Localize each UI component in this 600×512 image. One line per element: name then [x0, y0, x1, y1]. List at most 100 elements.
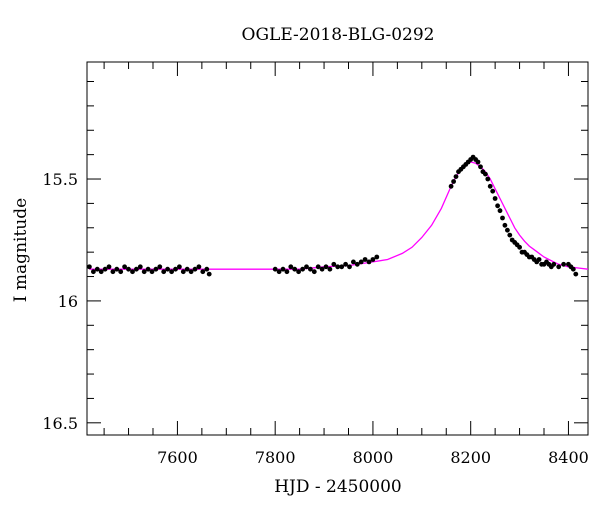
- data-point: [343, 261, 348, 267]
- data-point: [204, 266, 210, 272]
- data-point: [475, 159, 481, 165]
- data-point: [192, 266, 198, 272]
- data-point: [492, 196, 498, 201]
- data-point: [98, 269, 104, 275]
- data-point: [451, 179, 456, 184]
- data-point: [114, 266, 120, 272]
- data-point: [453, 174, 459, 180]
- data-point: [507, 232, 513, 238]
- data-point: [149, 269, 155, 275]
- data-point: [573, 271, 579, 277]
- data-point: [500, 215, 505, 221]
- data-point: [106, 264, 112, 270]
- data-point: [118, 269, 124, 275]
- data-point: [505, 227, 510, 233]
- data-point: [87, 264, 92, 270]
- data-point: [169, 269, 175, 275]
- data-point: [272, 266, 278, 272]
- data-point: [184, 266, 190, 272]
- data-point: [137, 264, 143, 270]
- data-point: [126, 266, 131, 272]
- y-tick-label: 15.5: [42, 170, 78, 189]
- data-point: [196, 264, 202, 270]
- data-point: [362, 257, 368, 262]
- x-tick-label: 7600: [157, 448, 198, 467]
- axis-ticks: [87, 62, 588, 435]
- data-point: [200, 269, 206, 275]
- data-point: [311, 269, 317, 275]
- data-point: [308, 266, 313, 272]
- data-point: [206, 271, 212, 277]
- data-point: [161, 269, 167, 275]
- data-point: [517, 244, 522, 250]
- data-point: [483, 171, 488, 177]
- data-point: [354, 261, 360, 267]
- data-point: [370, 257, 376, 262]
- data-point: [315, 264, 321, 270]
- data-point: [177, 264, 182, 270]
- x-tick-label: 8200: [450, 448, 491, 467]
- data-point: [485, 176, 491, 182]
- x-tick-label: 7800: [255, 448, 296, 467]
- data-point: [276, 269, 282, 275]
- data-point: [165, 266, 171, 272]
- data-point: [495, 203, 500, 209]
- data-point: [487, 183, 493, 189]
- data-point: [300, 266, 305, 272]
- data-point: [327, 266, 333, 272]
- x-tick-label: 8400: [548, 448, 589, 467]
- data-point: [91, 269, 96, 275]
- data-point: [157, 264, 163, 270]
- data-point: [351, 259, 356, 265]
- data-point: [502, 222, 508, 228]
- data-point: [551, 261, 557, 267]
- y-tick-label: 16.5: [42, 414, 78, 433]
- data-point: [490, 188, 496, 194]
- chart-title: OGLE-2018-BLG-0292: [242, 25, 435, 45]
- data-point: [304, 264, 309, 270]
- data-point: [374, 254, 380, 260]
- data-point: [366, 259, 372, 265]
- data-point: [331, 261, 337, 267]
- data-point: [94, 266, 100, 272]
- data-point: [134, 266, 139, 272]
- data-point: [339, 264, 345, 270]
- y-tick-label: 16: [58, 292, 78, 311]
- data-point: [180, 269, 186, 275]
- data-point: [319, 266, 325, 272]
- data-point: [173, 266, 178, 272]
- plot-frame: [86, 61, 589, 436]
- data-point: [292, 266, 298, 272]
- data-point: [130, 269, 135, 275]
- y-axis-label: I magnitude: [11, 198, 31, 302]
- data-point: [153, 266, 159, 272]
- data-point: [561, 261, 566, 267]
- data-point: [478, 164, 483, 170]
- data-points: [87, 154, 579, 277]
- data-point: [335, 264, 341, 270]
- data-point: [141, 269, 147, 275]
- model-curve: [89, 161, 589, 270]
- data-point: [347, 264, 352, 270]
- tick-labels: 7600 7800 8000 8200 8400 15.5 16 16.5: [42, 170, 588, 467]
- x-tick-label: 8000: [353, 448, 394, 467]
- data-point: [110, 269, 116, 275]
- data-point: [497, 208, 503, 214]
- data-point: [296, 269, 301, 275]
- data-point: [288, 264, 294, 270]
- data-point: [536, 257, 542, 262]
- data-point: [188, 269, 194, 275]
- data-point: [358, 259, 364, 265]
- data-point: [323, 264, 329, 270]
- data-point: [122, 264, 127, 270]
- data-point: [284, 269, 290, 275]
- data-point: [556, 264, 562, 270]
- data-point: [448, 183, 454, 189]
- x-axis-label: HJD - 2450000: [274, 477, 402, 497]
- data-point: [145, 266, 151, 272]
- data-point: [102, 266, 108, 272]
- data-point: [280, 266, 286, 272]
- data-point: [570, 266, 576, 272]
